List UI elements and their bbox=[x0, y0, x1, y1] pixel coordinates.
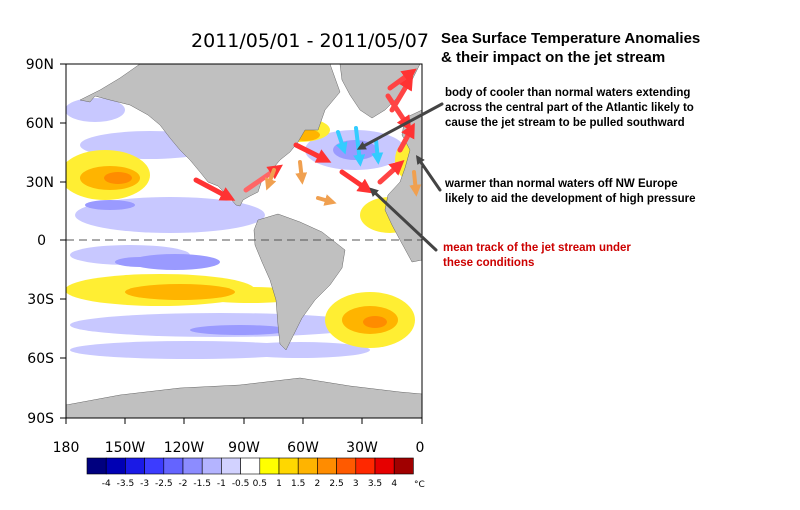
colorbar-swatch bbox=[201, 457, 222, 475]
lat-label-60n: 60N bbox=[26, 116, 54, 132]
colorbar-swatch bbox=[393, 457, 414, 475]
pointer-cool-water bbox=[356, 102, 444, 150]
cyan-arrow bbox=[336, 130, 348, 155]
colorbar-swatch bbox=[336, 457, 357, 475]
colorbar-tick-label: 1 bbox=[276, 479, 282, 489]
lat-label-0: 0 bbox=[37, 233, 46, 249]
cyan-arrow bbox=[371, 138, 384, 165]
lat-label-90s: 90S bbox=[27, 411, 54, 427]
colorbar-tick-label: -1 bbox=[217, 479, 226, 489]
colorbar-swatch bbox=[105, 457, 126, 475]
colorbar-tick-label: -2.5 bbox=[155, 479, 173, 489]
colorbar-tick-label: -0.5 bbox=[232, 479, 250, 489]
jet-arrow bbox=[387, 68, 417, 91]
axis-ticks bbox=[60, 63, 423, 424]
date-range-title: 2011/05/01 - 2011/05/07 bbox=[191, 30, 429, 52]
annotation-cool-line-2: across the central part of the Atlantic … bbox=[445, 102, 694, 114]
colorbar-swatch bbox=[317, 457, 337, 475]
lon-label-60w: 60W bbox=[287, 440, 319, 456]
colorbar-tick-label: 1.5 bbox=[291, 479, 305, 489]
annotation-pointers bbox=[356, 102, 444, 252]
colorbar-tick-label: -3.5 bbox=[117, 479, 135, 489]
colorbar-unit: °C bbox=[414, 480, 425, 490]
pointer-jet-track bbox=[369, 187, 438, 252]
colorbar-swatch bbox=[355, 457, 376, 475]
colorbar-tick-label: -4 bbox=[102, 479, 111, 489]
colorbar-tick-label: -2 bbox=[179, 479, 188, 489]
colorbar-swatch bbox=[240, 457, 261, 475]
annotation-cool-water: body of cooler than normal waters extend… bbox=[445, 87, 694, 129]
lat-label-60s: 60S bbox=[27, 351, 54, 367]
land-masses bbox=[66, 64, 422, 418]
jet-arrow bbox=[397, 122, 415, 153]
colorbar-swatch bbox=[278, 457, 299, 475]
jet-arrow bbox=[339, 169, 373, 194]
jet-arrow bbox=[293, 142, 332, 163]
warm-anomaly-peaks bbox=[104, 172, 387, 328]
colorbar-swatch bbox=[221, 457, 241, 475]
jet-arrow bbox=[377, 159, 405, 185]
annotation-warm-line-1: warmer than normal waters off NW Europe bbox=[444, 178, 678, 190]
colorbar-swatch bbox=[86, 457, 107, 475]
colorbar-swatch bbox=[182, 457, 203, 475]
colorbar bbox=[86, 457, 414, 475]
annotation-warm-line-2: likely to aid the development of high pr… bbox=[445, 193, 696, 205]
colorbar-swatch bbox=[144, 457, 165, 475]
lon-label-0: 0 bbox=[416, 440, 425, 456]
colorbar-swatch bbox=[125, 457, 145, 475]
lat-label-30n: 30N bbox=[26, 175, 54, 191]
europe-africa-edge bbox=[384, 109, 422, 263]
lon-label-30w: 30W bbox=[346, 440, 378, 456]
colorbar-swatch bbox=[163, 457, 184, 475]
annotation-cool-line-3: cause the jet stream to be pulled southw… bbox=[445, 117, 685, 129]
colorbar-tick-label: 0.5 bbox=[253, 479, 267, 489]
colorbar-tick-label: 3 bbox=[353, 479, 359, 489]
annotation-jet-track: mean track of the jet stream under these… bbox=[443, 242, 631, 269]
colorbar-tick-label: 2 bbox=[315, 479, 321, 489]
figure-title-line-2: & their impact on the jet stream bbox=[441, 49, 665, 66]
orange-arrow bbox=[316, 194, 337, 206]
map-panel: 90N 60N 30N 0 30S 60S 90S 180 150W 120W … bbox=[26, 57, 425, 456]
lat-label-90n: 90N bbox=[26, 57, 54, 73]
figure-title-line-1: Sea Surface Temperature Anomalies bbox=[441, 30, 700, 47]
lon-label-90w: 90W bbox=[228, 440, 260, 456]
colorbar-swatch bbox=[259, 457, 280, 475]
jet-arrow bbox=[193, 177, 236, 201]
jet-arrow bbox=[385, 93, 412, 131]
lon-label-150w: 150W bbox=[105, 440, 146, 456]
lat-label-30s: 30S bbox=[27, 292, 54, 308]
annotation-jet-line-2: these conditions bbox=[443, 257, 534, 269]
colorbar-tick-label: -1.5 bbox=[193, 479, 211, 489]
annotation-warm-water: warmer than normal waters off NW Europe … bbox=[444, 178, 696, 205]
secondary-flow-arrows bbox=[264, 160, 422, 206]
colorbar-tick-label: 4 bbox=[391, 479, 397, 489]
antarctica bbox=[66, 377, 422, 418]
orange-arrow bbox=[409, 170, 422, 197]
lon-label-180: 180 bbox=[53, 440, 80, 456]
orange-arrow bbox=[264, 168, 277, 191]
colorbar-tick-label: 2.5 bbox=[329, 479, 343, 489]
pointer-warm-water bbox=[415, 155, 442, 192]
orange-arrow bbox=[295, 160, 308, 185]
colorbar-labels: -4 -3.5 -3 -2.5 -2 -1.5 -1 -0.5 0.5 1 1.5 2 2.5 3 3.5 4 bbox=[102, 479, 398, 489]
colorbar-swatch bbox=[374, 457, 395, 475]
annotation-jet-line-1: mean track of the jet stream under bbox=[443, 242, 631, 254]
annotation-cool-line-1: body of cooler than normal waters extend… bbox=[445, 87, 690, 99]
jet-stream-arrows bbox=[193, 68, 417, 201]
colorbar-swatch bbox=[297, 457, 318, 475]
colorbar-tick-label: 3.5 bbox=[368, 479, 382, 489]
lon-label-120w: 120W bbox=[164, 440, 205, 456]
south-america bbox=[253, 213, 346, 351]
colorbar-tick-label: -3 bbox=[140, 479, 149, 489]
